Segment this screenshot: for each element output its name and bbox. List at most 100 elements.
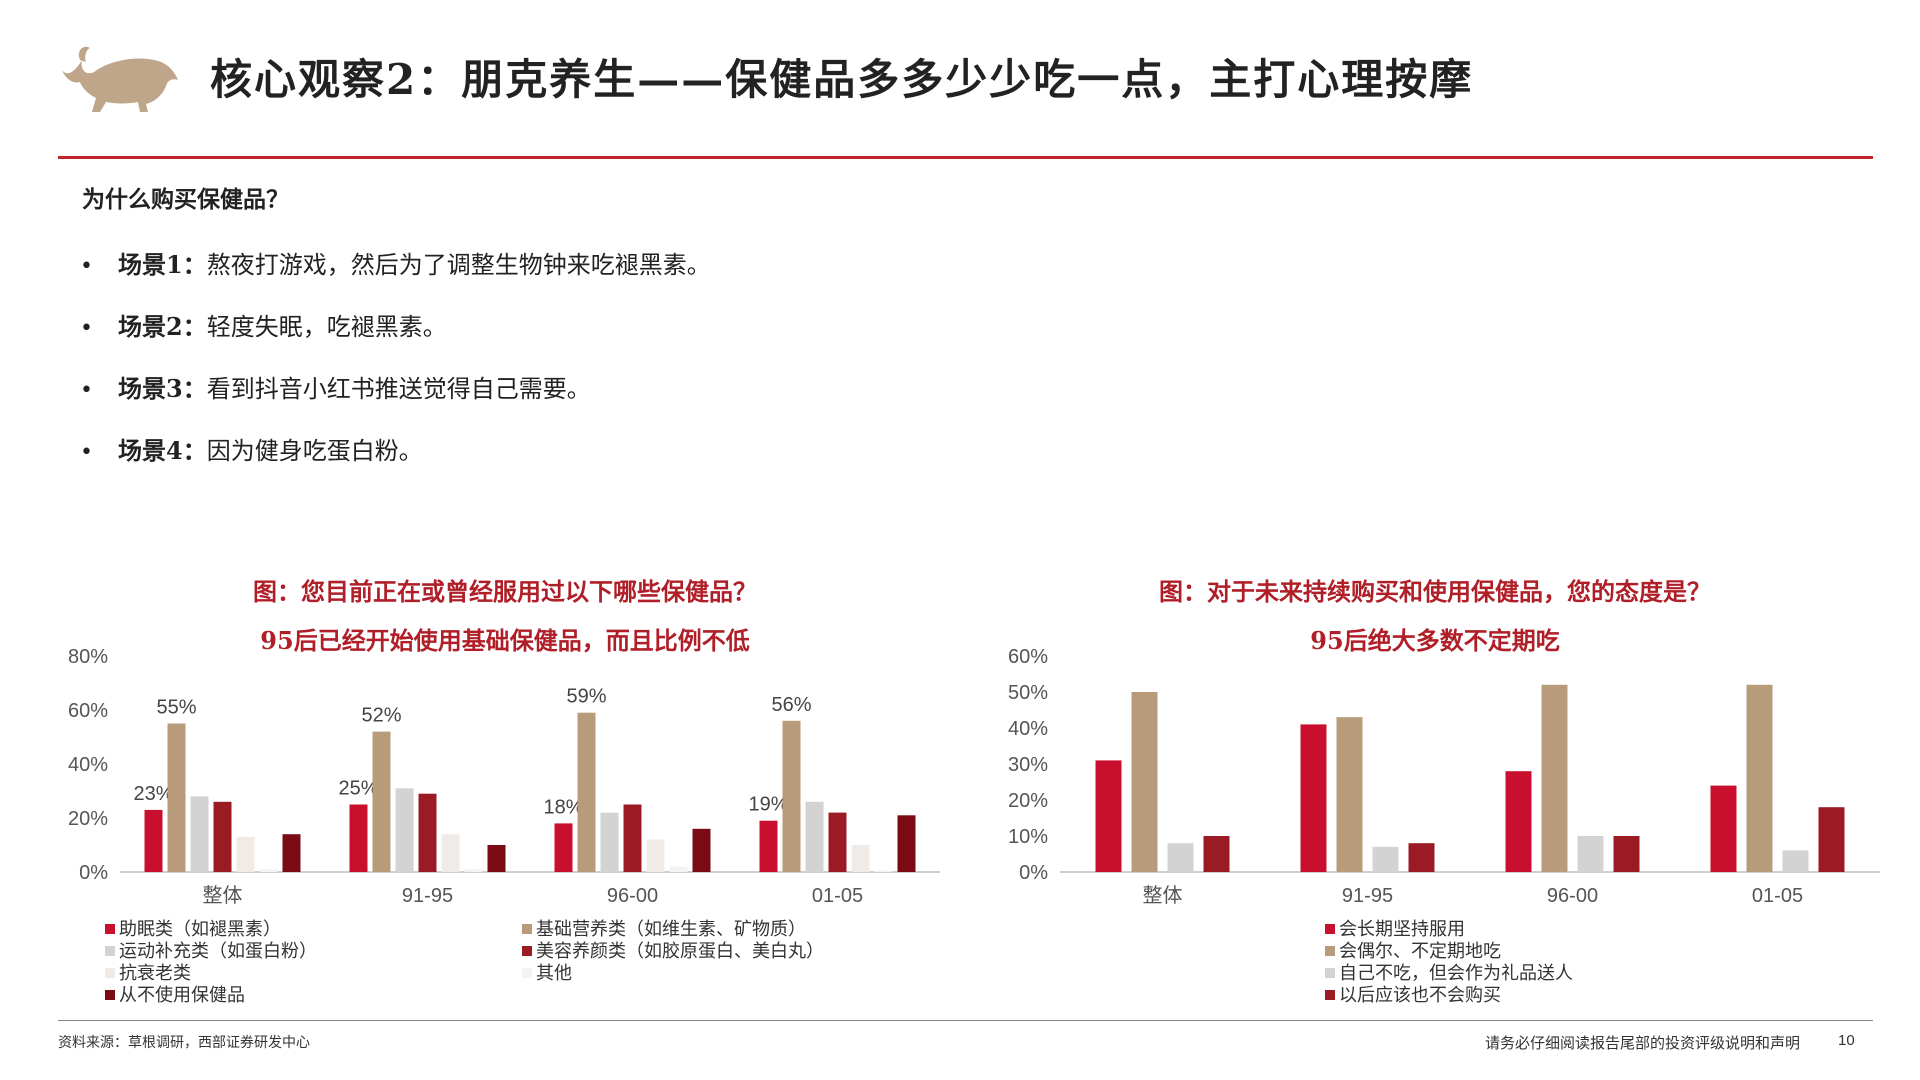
legend-item: 从不使用保健品 xyxy=(105,986,245,1006)
legend-swatch xyxy=(105,946,115,956)
footer-divider xyxy=(58,1020,1873,1021)
x-tick-label: 96-00 xyxy=(607,885,658,907)
right-chart-caption-line2: 95后绝大多数不定期吃 xyxy=(1310,626,1560,655)
right-chart-caption-line1: 图：对于未来持续购买和使用保健品，您的态度是？ xyxy=(1159,577,1711,606)
y-tick-label: 40% xyxy=(68,754,108,776)
legend-swatch xyxy=(1325,946,1335,956)
bar xyxy=(190,796,209,872)
bar xyxy=(851,845,870,872)
legend-item: 抗衰老类 xyxy=(105,964,191,984)
scenario-item: • 场景2：轻度失眠，吃褪黑素。 xyxy=(80,307,447,342)
y-tick-label: 60% xyxy=(68,700,108,722)
bar xyxy=(692,828,711,872)
legend-item: 会长期坚持服用 xyxy=(1325,920,1465,940)
legend-label: 运动补充类（如蛋白粉） xyxy=(119,941,317,962)
bar xyxy=(1408,843,1435,872)
bar xyxy=(897,815,916,872)
bullet-icon: • xyxy=(80,316,93,341)
bar xyxy=(1167,843,1194,872)
y-tick-label: 20% xyxy=(1008,790,1048,812)
page-number: 10 xyxy=(1838,1032,1855,1049)
bull-logo-icon xyxy=(62,46,178,112)
legend-swatch xyxy=(105,968,115,978)
data-label: 23% xyxy=(133,783,173,805)
bar xyxy=(1710,785,1737,872)
y-tick-label: 80% xyxy=(68,646,108,668)
bar xyxy=(1203,836,1230,872)
data-label: 19% xyxy=(748,794,788,816)
y-tick-label: 20% xyxy=(68,808,108,830)
bar xyxy=(1613,836,1640,872)
data-label: 56% xyxy=(771,694,811,716)
bar xyxy=(1782,850,1809,872)
left-chart-caption: 图：您目前正在或曾经服用过以下哪些保健品？ 95后已经开始使用基础保健品，而且比… xyxy=(180,572,830,656)
x-tick-label: 91-95 xyxy=(402,885,453,907)
x-tick-label: 01-05 xyxy=(1752,885,1803,907)
scenario-label: 场景3： xyxy=(118,374,207,403)
bar xyxy=(441,834,460,872)
bullet-icon: • xyxy=(80,254,93,279)
legend-item: 自己不吃，但会作为礼品送人 xyxy=(1325,964,1573,984)
bar xyxy=(1818,807,1845,872)
bar xyxy=(349,804,368,872)
bar xyxy=(600,812,619,872)
legend-label: 美容养颜类（如胶原蛋白、美白丸） xyxy=(536,941,824,962)
legend-label: 自己不吃，但会作为礼品送人 xyxy=(1339,963,1573,984)
scenario-label: 场景4： xyxy=(118,436,207,465)
bar xyxy=(1300,724,1327,872)
bar xyxy=(782,720,801,872)
scenario-label: 场景2： xyxy=(118,312,207,341)
bullet-icon: • xyxy=(80,378,93,403)
legend-item: 助眠类（如褪黑素） xyxy=(105,920,281,940)
right-chart-caption: 图：对于未来持续购买和使用保健品，您的态度是？ 95后绝大多数不定期吃 xyxy=(1090,572,1780,656)
bar xyxy=(372,731,391,872)
scenario-text: 熬夜打游戏，然后为了调整生物钟来吃褪黑素。 xyxy=(206,251,711,279)
legend-swatch xyxy=(1325,924,1335,934)
x-tick-label: 01-05 xyxy=(812,885,863,907)
scenario-item: • 场景3：看到抖音小红书推送觉得自己需要。 xyxy=(80,369,591,404)
bar xyxy=(1131,692,1158,872)
bar xyxy=(1577,836,1604,872)
x-tick-label: 整体 xyxy=(203,884,243,907)
bar xyxy=(1372,846,1399,872)
x-tick-label: 91-95 xyxy=(1342,885,1393,907)
legend-item: 其他 xyxy=(522,964,572,984)
legend-swatch xyxy=(105,924,115,934)
scenario-item: • 场景1：熬夜打游戏，然后为了调整生物钟来吃褪黑素。 xyxy=(80,245,711,280)
legend-label: 从不使用保健品 xyxy=(119,985,245,1006)
bar xyxy=(282,834,301,872)
data-label: 59% xyxy=(566,686,606,708)
bullet-icon: • xyxy=(80,440,93,465)
y-tick-label: 0% xyxy=(1019,862,1048,884)
y-tick-label: 50% xyxy=(1008,682,1048,704)
header-divider xyxy=(58,156,1873,159)
legend-swatch xyxy=(522,946,532,956)
bar xyxy=(464,869,483,872)
legend-item: 运动补充类（如蛋白粉） xyxy=(105,942,317,962)
bar xyxy=(167,723,186,872)
right-bar-chart: 0% 10% 20% 30% 40% 50% 60% 整体 91-95 96-00 01-05 xyxy=(1008,646,1880,907)
bar xyxy=(1541,684,1568,872)
legend-item: 会偶尔、不定期地吃 xyxy=(1325,942,1501,962)
legend-label: 基础营养类（如维生素、矿物质） xyxy=(536,919,806,940)
bar xyxy=(874,870,893,872)
bar xyxy=(213,801,232,872)
bar xyxy=(144,809,163,872)
data-label: 25% xyxy=(338,778,378,800)
bar xyxy=(259,869,278,872)
legend-swatch xyxy=(105,990,115,1000)
legend-swatch xyxy=(522,968,532,978)
bar xyxy=(418,793,437,872)
bar xyxy=(759,820,778,872)
scenario-text: 轻度失眠，吃褪黑素。 xyxy=(206,313,447,341)
left-chart-caption-line2: 95后已经开始使用基础保健品，而且比例不低 xyxy=(260,626,750,655)
legend-swatch xyxy=(522,924,532,934)
bar xyxy=(1505,771,1532,872)
x-tick-label: 整体 xyxy=(1143,884,1183,907)
bar xyxy=(395,788,414,872)
data-label: 52% xyxy=(361,705,401,727)
legend-item: 以后应该也不会购买 xyxy=(1325,986,1501,1006)
bar xyxy=(805,801,824,872)
legend-label: 其他 xyxy=(536,963,572,984)
